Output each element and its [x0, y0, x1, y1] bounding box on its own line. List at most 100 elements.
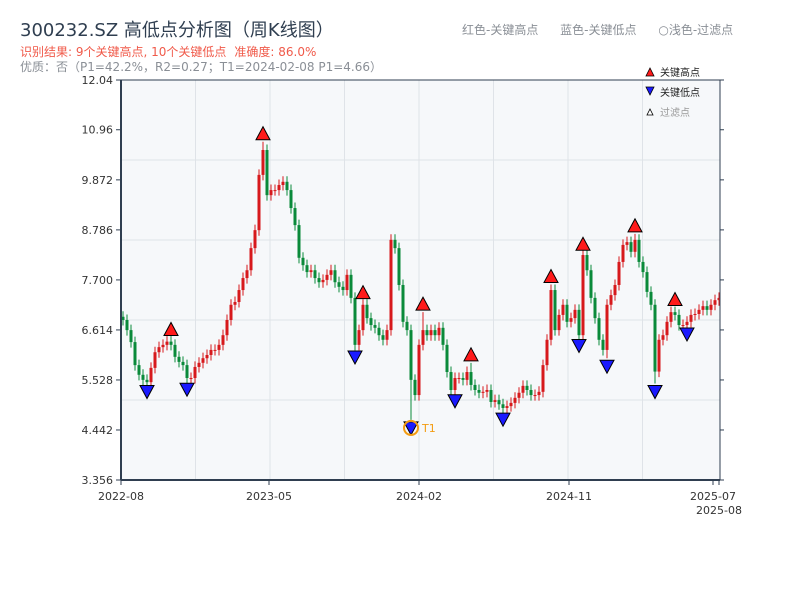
candle-body: [557, 314, 561, 331]
chart-legend: 关键高点 关键低点 过滤点: [645, 66, 700, 119]
candle-body: [637, 239, 641, 262]
candle-body: [541, 365, 545, 392]
key-high-marker: [543, 268, 559, 284]
markers: T1: [139, 125, 695, 436]
candle-body: [517, 392, 521, 398]
candle-body: [421, 330, 425, 345]
legend-blue-text: 蓝色-关键低点: [560, 23, 637, 37]
candle-body: [561, 304, 565, 315]
candle-body: [709, 304, 713, 310]
candle-body: [585, 255, 589, 271]
candle-body: [469, 372, 473, 385]
candle-body: [509, 402, 513, 407]
candle-body: [161, 344, 165, 348]
candle-body: [205, 354, 209, 359]
legend-filtered-label: 过滤点: [660, 106, 690, 119]
candle-body: [685, 321, 689, 326]
candle-body: [125, 319, 129, 331]
x-tick-label: 2025-07: [690, 490, 736, 503]
legend-filtered-icon: [646, 108, 654, 116]
candle-body: [689, 314, 693, 322]
candle-body: [305, 265, 309, 273]
candle-body: [373, 325, 377, 328]
plot-area: [121, 80, 720, 480]
y-tick-label: 7.700: [82, 274, 114, 287]
candle-body: [177, 356, 181, 362]
candle-body: [505, 406, 509, 408]
y-tick-label: 6.614: [82, 324, 114, 337]
key-high-marker: [163, 321, 179, 336]
candle-body: [165, 341, 169, 345]
candle-body: [265, 150, 269, 196]
candle-body: [145, 379, 149, 383]
x-tick-label: 2024-02: [396, 490, 442, 503]
candle-body: [609, 295, 613, 305]
candle-body: [253, 230, 257, 249]
candle-body: [493, 400, 497, 402]
candle-body: [285, 181, 289, 191]
candle-body: [365, 304, 369, 319]
candle-body: [645, 272, 649, 292]
y-tick-label: 3.356: [82, 474, 114, 487]
candle-body: [461, 378, 465, 380]
candle-body: [697, 309, 701, 314]
candle-body: [169, 341, 173, 345]
candle-body: [565, 304, 569, 322]
page-title: 300232.SZ 高低点分析图（周K线图）: [20, 20, 334, 41]
candle-body: [269, 190, 273, 196]
candle-body: [657, 339, 661, 372]
candle-body: [521, 385, 525, 393]
t1-label: T1: [421, 422, 436, 435]
candle-body: [289, 190, 293, 209]
candle-body: [377, 327, 381, 336]
candle-body: [465, 372, 469, 380]
candle-body: [325, 274, 329, 280]
candle-body: [665, 321, 669, 336]
x-tick-label: 2023-05: [246, 490, 292, 503]
y-tick-label: 8.786: [82, 224, 114, 237]
candle-body: [417, 344, 421, 396]
candle-body: [457, 378, 461, 380]
quality-line: 优质：否（P1=42.2%，R2=0.27；T1=2024-02-08 P1=4…: [20, 60, 383, 74]
result-label: 识别结果: 9个关键高点, 10个关键低点: [20, 45, 227, 59]
candle-body: [245, 270, 249, 279]
candle-body: [601, 339, 605, 350]
candle-body: [701, 306, 705, 310]
candle-body: [573, 309, 577, 319]
candle-body: [241, 278, 245, 291]
candle-body: [613, 284, 617, 296]
candle-body: [693, 313, 697, 315]
candle-body: [553, 290, 557, 331]
t1-circle: [403, 419, 419, 436]
candle-body: [345, 274, 349, 291]
key-high-marker: [463, 346, 479, 362]
accuracy-label: 准确度: 86.0%: [234, 45, 317, 59]
candle-body: [673, 312, 677, 315]
candle-body: [437, 327, 441, 336]
legend-low-label: 关键低点: [660, 86, 700, 99]
candle-body: [293, 208, 297, 226]
x-tick-label: 2022-08: [98, 490, 144, 503]
candle-body: [393, 239, 397, 249]
candle-body: [193, 366, 197, 379]
candle-body: [313, 270, 317, 279]
candle-body: [329, 270, 333, 275]
candle-body: [621, 244, 625, 262]
candle-body: [717, 297, 721, 301]
candle-body: [381, 335, 385, 340]
candle-body: [353, 297, 357, 345]
candle-body: [477, 389, 481, 393]
y-tick-label: 9.872: [82, 174, 114, 187]
candle-body: [605, 304, 609, 350]
candle-body: [441, 327, 445, 345]
y-tick-label: 10.96: [82, 124, 114, 137]
candle-body: [649, 291, 653, 305]
candle-body: [301, 257, 305, 266]
candle-body: [549, 290, 553, 340]
candle-body: [333, 270, 337, 283]
candle-body: [277, 185, 281, 191]
candle-body: [157, 347, 161, 353]
key-high-marker: [627, 217, 643, 233]
key-low-marker: [571, 338, 587, 354]
candle-body: [133, 342, 137, 366]
